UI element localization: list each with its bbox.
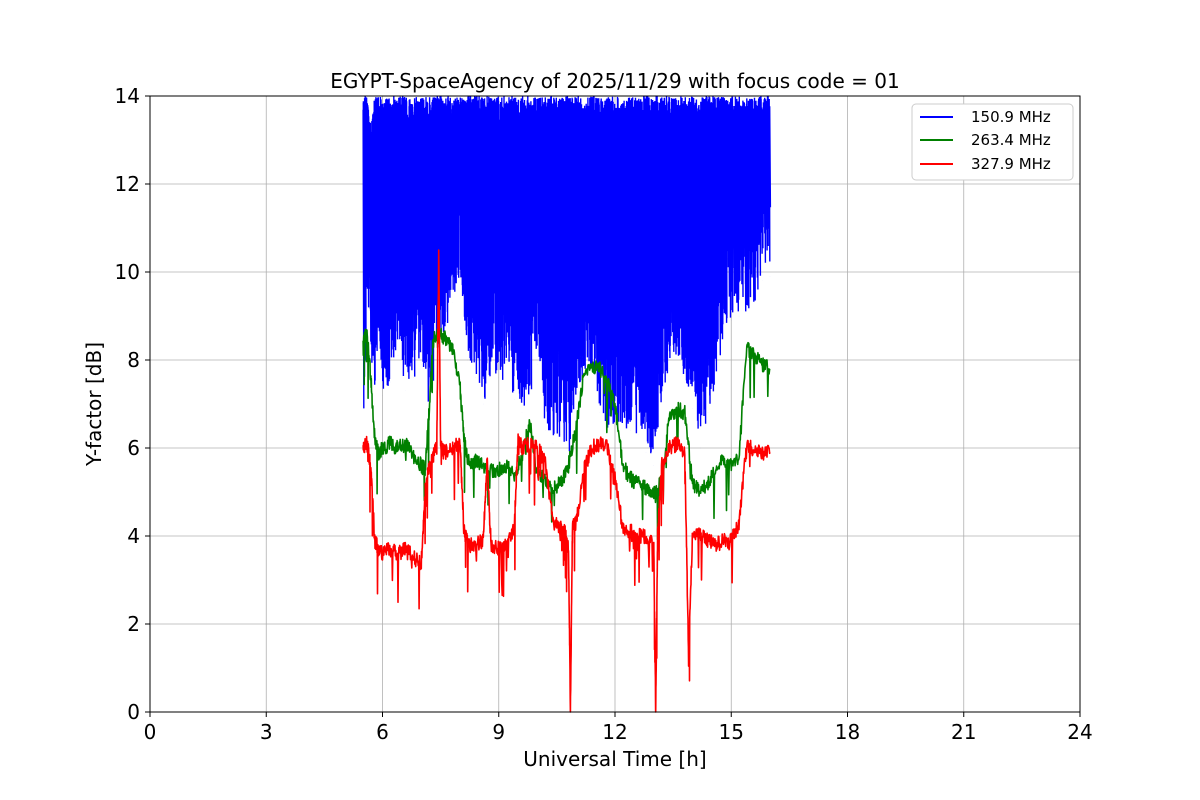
series-327-mhz (362, 249, 771, 713)
legend-label-327: 327.9 MHz (971, 155, 1051, 173)
chart-title: EGYPT-SpaceAgency of 2025/11/29 with foc… (330, 69, 899, 93)
x-tick-label: 18 (835, 720, 860, 744)
legend: 150.9 MHz 263.4 MHz 327.9 MHz (911, 103, 1074, 181)
y-tick-label: 10 (115, 260, 140, 284)
x-tick-label: 3 (260, 720, 273, 744)
y-tick-label: 2 (127, 612, 140, 636)
y-tick-label: 4 (127, 524, 140, 548)
legend-label-150: 150.9 MHz (971, 108, 1051, 126)
x-tick-label: 0 (144, 720, 157, 744)
series-263-mhz (362, 327, 771, 541)
x-tick-label: 24 (1067, 720, 1092, 744)
y-tick-label: 0 (127, 700, 140, 724)
series-layer (362, 95, 772, 713)
x-tick-label: 6 (376, 720, 389, 744)
series-150-mhz-line (362, 95, 772, 454)
x-tick-label: 15 (719, 720, 744, 744)
y-axis-label: Y-factor [dB] (82, 342, 106, 467)
series-263-mhz-line (362, 327, 771, 541)
x-tick-label: 21 (951, 720, 976, 744)
y-tick-label: 6 (127, 436, 140, 460)
x-axis-label: Universal Time [h] (523, 747, 706, 771)
x-tick-label: 12 (602, 720, 627, 744)
y-tick-label: 14 (115, 84, 140, 108)
legend-label-263: 263.4 MHz (971, 131, 1051, 149)
series-327-mhz-line (362, 249, 771, 713)
y-tick-label: 12 (115, 172, 140, 196)
y-tick-label: 8 (127, 348, 140, 372)
legend-box (911, 103, 1074, 181)
x-tick-label: 9 (492, 720, 505, 744)
